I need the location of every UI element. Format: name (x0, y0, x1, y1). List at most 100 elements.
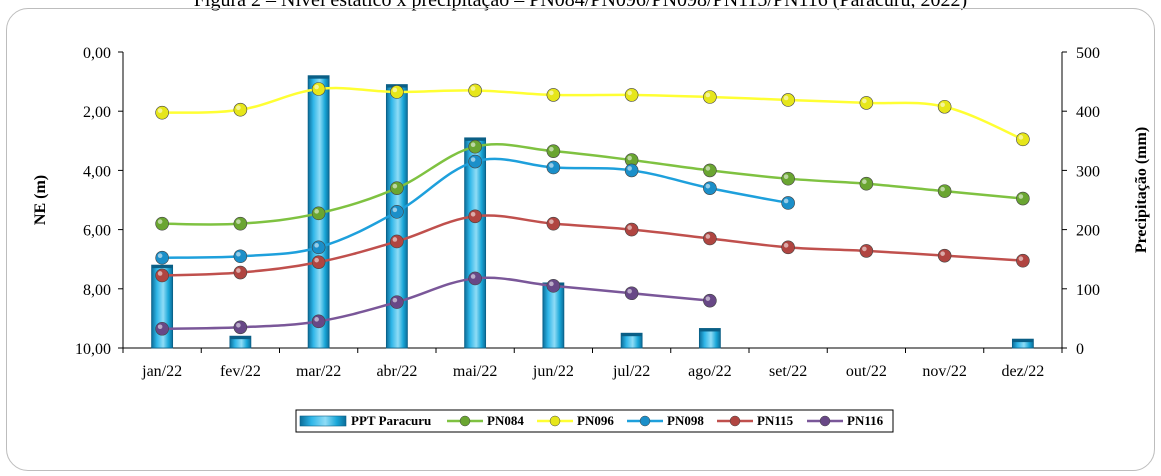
series-point-pn116 (390, 295, 404, 309)
series-point-pn084 (155, 216, 169, 231)
series-point-pn084 (859, 176, 874, 191)
legend-swatch-marker (729, 415, 741, 427)
series-point-pn084 (390, 181, 404, 195)
series-point-highlight (236, 105, 241, 111)
legend-swatch-marker (549, 415, 561, 427)
series-point-highlight (783, 198, 789, 204)
series-point-highlight (157, 253, 163, 259)
series-point-highlight (157, 324, 163, 330)
y-left-tick-label: 0,00 (83, 45, 111, 62)
series-line-pn084 (162, 143, 1023, 226)
x-tick-label: abr/22 (376, 363, 417, 380)
series-point-pn098 (311, 240, 326, 255)
legend-swatch-marker (639, 415, 651, 427)
series-point-highlight (392, 87, 398, 93)
series-point-pn084 (781, 171, 795, 186)
series-point-pn115 (233, 265, 248, 280)
series-point-highlight (470, 86, 476, 91)
x-tick-label: nov/22 (922, 363, 966, 380)
series-point-highlight (549, 146, 554, 152)
series-point-highlight (470, 157, 476, 162)
series-point-highlight (1018, 256, 1024, 261)
series-point-highlight (940, 186, 945, 192)
x-tick-label: jan/22 (141, 363, 182, 380)
series-point-pn115 (781, 240, 795, 255)
series-point-highlight (392, 207, 398, 213)
series-point-pn116 (311, 314, 326, 329)
bars-layer (151, 75, 1034, 349)
series-point-highlight (392, 183, 398, 189)
series-point-pn115 (1016, 253, 1030, 268)
series-point-pn084 (311, 206, 326, 221)
series-point-highlight (314, 84, 319, 90)
series-point-highlight (314, 257, 319, 263)
series-point-pn084 (937, 184, 952, 198)
series-point-highlight (470, 211, 476, 217)
y-right-tick-label: 400 (1076, 104, 1100, 121)
series-point-highlight (314, 317, 319, 322)
legend-label: PN096 (577, 413, 614, 428)
series-point-highlight (705, 183, 711, 189)
series-point-pn098 (703, 181, 717, 195)
y-left-tick-label: 2,00 (83, 104, 111, 121)
precip-bar-cap (308, 75, 330, 79)
series-point-pn096 (937, 99, 952, 114)
series-point-highlight (314, 243, 319, 248)
series-point-highlight (314, 209, 319, 214)
precip-bar-cap (229, 336, 251, 340)
series-point-highlight (392, 237, 398, 242)
series-point-highlight (705, 166, 711, 171)
series-point-pn096 (468, 83, 482, 98)
series-point-pn115 (937, 248, 952, 263)
y-left-tick-label: 8,00 (83, 282, 111, 299)
y-right-tick-label: 500 (1076, 45, 1100, 62)
legend-swatch-marker (459, 415, 471, 427)
x-tick-label: ago/22 (688, 363, 732, 380)
series-point-pn115 (703, 231, 717, 246)
series-point-highlight (549, 281, 554, 287)
series-point-highlight (627, 166, 632, 171)
x-tick-label: fev/22 (220, 363, 261, 380)
legend: PPT Paracuru PN084 PN096 PN098 PN115 PN116 (295, 409, 894, 433)
precip-bar (464, 137, 487, 349)
y-right-tick-label: 100 (1076, 282, 1100, 299)
x-tick-label: mar/22 (296, 363, 341, 380)
series-point-pn084 (703, 163, 717, 178)
chart-frame (6, 8, 1155, 471)
series-point-pn116 (703, 293, 717, 308)
legend-label: PN116 (847, 413, 884, 428)
series-point-highlight (862, 246, 867, 252)
series-point-highlight (862, 179, 867, 185)
series-point-highlight (157, 219, 163, 224)
series-point-pn115 (859, 244, 874, 258)
series-point-highlight (1018, 135, 1024, 140)
x-tick-label: mai/22 (453, 363, 497, 380)
y-right-tick-label: 300 (1076, 163, 1100, 180)
series-point-highlight (627, 288, 632, 294)
series-point-highlight (627, 90, 632, 96)
series-point-pn098 (155, 250, 169, 265)
x-tick-label: dez/22 (1002, 363, 1045, 380)
series-point-pn096 (390, 85, 404, 99)
series-point-pn084 (546, 144, 561, 158)
y-right-tick-label: 0 (1076, 341, 1084, 358)
y-axis-title-right: Precipitação (mm) (1133, 127, 1150, 253)
series-point-highlight (705, 296, 711, 301)
series-point-highlight (236, 251, 241, 257)
series-point-highlight (157, 108, 163, 113)
legend-label: PN115 (757, 413, 794, 428)
series-point-pn096 (859, 96, 874, 110)
series-point-pn115 (468, 209, 482, 224)
series-point-highlight (705, 92, 711, 98)
lines-layer (155, 82, 1030, 336)
series-point-highlight (627, 225, 632, 230)
precip-bar-cap (1012, 339, 1034, 343)
series-point-pn098 (624, 163, 639, 178)
series-point-pn084 (468, 139, 482, 154)
y-left-tick-label: 10,00 (75, 341, 111, 358)
series-point-pn096 (546, 88, 561, 102)
x-tick-label: out/22 (846, 363, 887, 380)
precip-bar-cap (151, 265, 173, 269)
series-point-pn096 (624, 88, 639, 102)
series-point-pn115 (155, 268, 169, 283)
